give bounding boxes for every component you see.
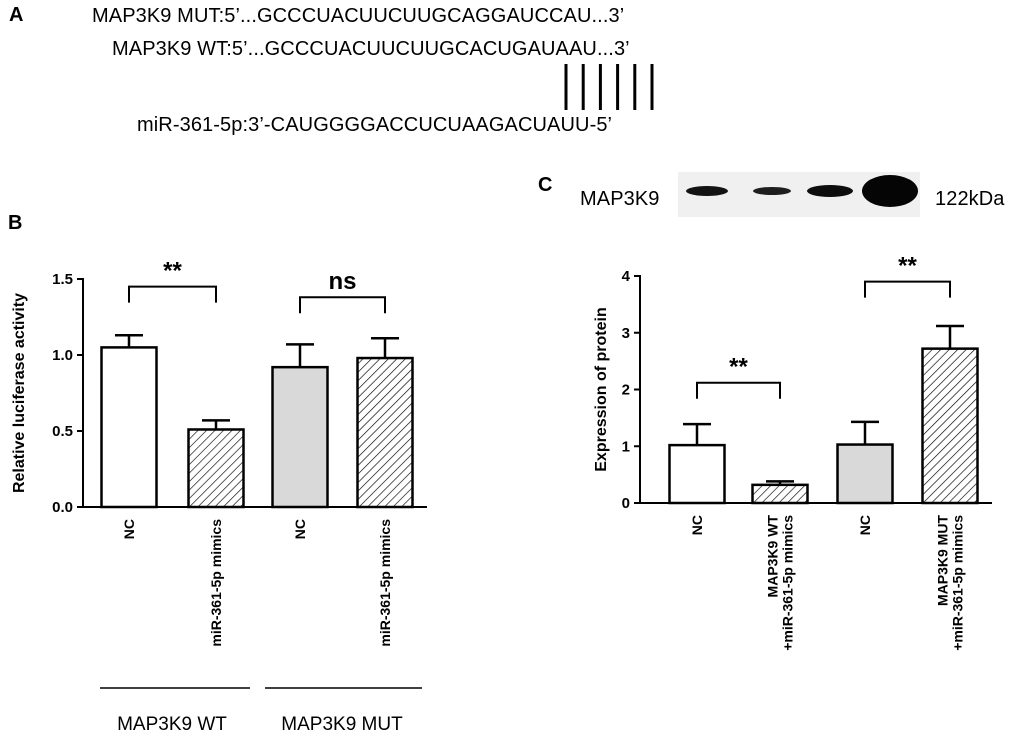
x-tick-label-line: NC bbox=[689, 515, 705, 535]
bar bbox=[921, 347, 979, 505]
blot-band bbox=[686, 186, 728, 196]
group-label-wt: MAP3K9 WT bbox=[117, 714, 227, 735]
blot-protein-label: MAP3K9 bbox=[580, 188, 660, 210]
y-tick-label: 0 bbox=[622, 495, 630, 512]
x-tick-label: NC bbox=[292, 519, 308, 539]
x-tick-label-line: MAP3K9 MUT bbox=[935, 515, 951, 606]
x-tick-label: NC bbox=[857, 515, 873, 535]
significance-label: ** bbox=[729, 354, 748, 381]
y-axis-label: Relative luciferase activity bbox=[11, 293, 28, 493]
blot-size-label: 122kDa bbox=[935, 188, 1005, 210]
y-tick-label: 4 bbox=[622, 268, 631, 285]
blot-band bbox=[862, 175, 918, 207]
y-tick-label: 3 bbox=[622, 325, 630, 342]
x-tick-label-line: +miR-361-5p mimics bbox=[780, 515, 796, 651]
bar bbox=[187, 428, 245, 509]
bar bbox=[751, 483, 809, 505]
significance-bracket bbox=[864, 280, 951, 298]
y-axis-label: Expression of protein bbox=[593, 307, 610, 471]
y-tick-label: 2 bbox=[622, 382, 630, 399]
significance-bracket bbox=[299, 296, 386, 314]
chart-b: 0.0 0.5 1.0 1.5 Relative luciferase activity… bbox=[11, 258, 427, 647]
x-tick-label-line: miR-361-5p mimics bbox=[377, 519, 393, 647]
y-tick-label: 1.0 bbox=[52, 347, 73, 364]
mir-361-5p-sequence: miR-361-5p:3’-CAUGGGGACCUCUAAGACUAUU-5’ bbox=[137, 114, 613, 136]
significance-bracket bbox=[128, 285, 217, 303]
significance-bracket bbox=[696, 381, 781, 399]
bar bbox=[356, 356, 414, 509]
significance-label: ** bbox=[163, 258, 182, 285]
y-tick-label: 1 bbox=[622, 438, 630, 455]
group-labels: MAP3K9 WT MAP3K9 MUT bbox=[100, 687, 422, 735]
x-tick-label: miR-361-5p mimics bbox=[377, 519, 393, 647]
x-tick-label: MAP3K9 MUT+miR-361-5p mimics bbox=[935, 515, 966, 651]
bar bbox=[100, 346, 158, 509]
panel-a-letter: A bbox=[9, 4, 24, 26]
bar bbox=[836, 443, 894, 505]
x-tick-label-line: NC bbox=[292, 519, 308, 539]
group-label-mut: MAP3K9 MUT bbox=[281, 714, 403, 735]
y-tick-label: 0.5 bbox=[52, 423, 73, 440]
western-blot-image bbox=[678, 172, 920, 217]
x-tick-label-line: NC bbox=[857, 515, 873, 535]
map3k9-mut-sequence: MAP3K9 MUT:5’...GCCCUACUUCUUGCAGGAUCCAU.… bbox=[92, 5, 625, 27]
x-tick-label: NC bbox=[121, 519, 137, 539]
y-tick-label: 1.5 bbox=[52, 271, 73, 288]
blot-band bbox=[807, 185, 853, 197]
panel-b-letter: B bbox=[8, 212, 23, 234]
bar bbox=[668, 443, 726, 505]
base-pairing-lines bbox=[564, 64, 654, 110]
x-tick-label-line: MAP3K9 WT bbox=[765, 515, 781, 598]
map3k9-wt-sequence: MAP3K9 WT:5’...GCCCUACUUCUUGCACUGAUAAU..… bbox=[112, 38, 630, 60]
blot-band bbox=[753, 187, 791, 195]
significance-label: ns bbox=[328, 268, 356, 295]
x-tick-label-line: +miR-361-5p mimics bbox=[950, 515, 966, 651]
significance-label: ** bbox=[898, 253, 917, 280]
bar bbox=[271, 365, 329, 509]
x-tick-label-line: NC bbox=[121, 519, 137, 539]
x-tick-label: miR-361-5p mimics bbox=[208, 519, 224, 647]
y-tick-label: 0.0 bbox=[52, 499, 73, 516]
panel-c-letter: C bbox=[538, 174, 553, 196]
x-tick-label-line: miR-361-5p mimics bbox=[208, 519, 224, 647]
x-tick-label: NC bbox=[689, 515, 705, 535]
x-tick-label: MAP3K9 WT+miR-361-5p mimics bbox=[765, 515, 796, 651]
